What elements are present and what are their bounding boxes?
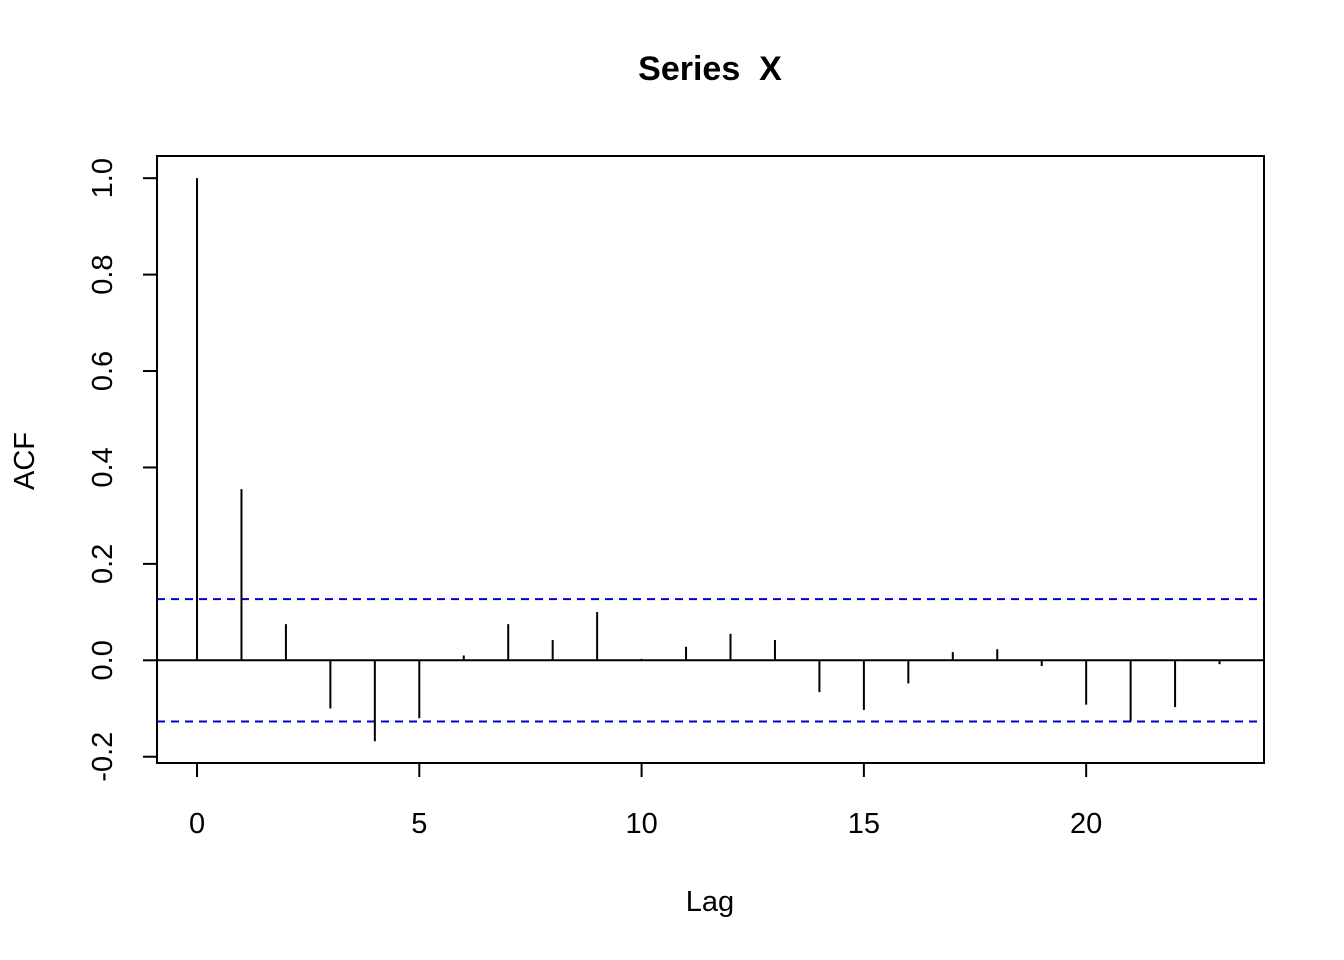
x-tick-label: 20 — [1070, 808, 1102, 840]
x-tick-label: 0 — [189, 808, 205, 840]
x-tick-label: 10 — [625, 808, 657, 840]
chart-title: Series X — [638, 50, 782, 88]
x-tick-label: 15 — [848, 808, 880, 840]
acf-bars — [196, 178, 1221, 742]
y-tick-label: -0.2 — [87, 732, 119, 782]
x-tick-label: 5 — [411, 808, 427, 840]
x-axis-label: Lag — [686, 886, 734, 918]
y-tick-label: 0.2 — [87, 544, 119, 584]
y-tick-label: 0.0 — [87, 640, 119, 680]
y-axis: -0.2 0.0 0.2 0.4 0.6 0.8 1.0 — [87, 158, 158, 782]
x-axis: 0 5 10 15 20 — [189, 762, 1102, 840]
y-tick-label: 0.6 — [87, 351, 119, 391]
y-tick-label: 1.0 — [87, 158, 119, 198]
y-tick-label: 0.8 — [87, 254, 119, 294]
y-axis-label: ACF — [9, 432, 41, 490]
y-tick-label: 0.4 — [87, 447, 119, 487]
plot-frame — [156, 155, 1265, 764]
confidence-bands — [157, 598, 1264, 723]
